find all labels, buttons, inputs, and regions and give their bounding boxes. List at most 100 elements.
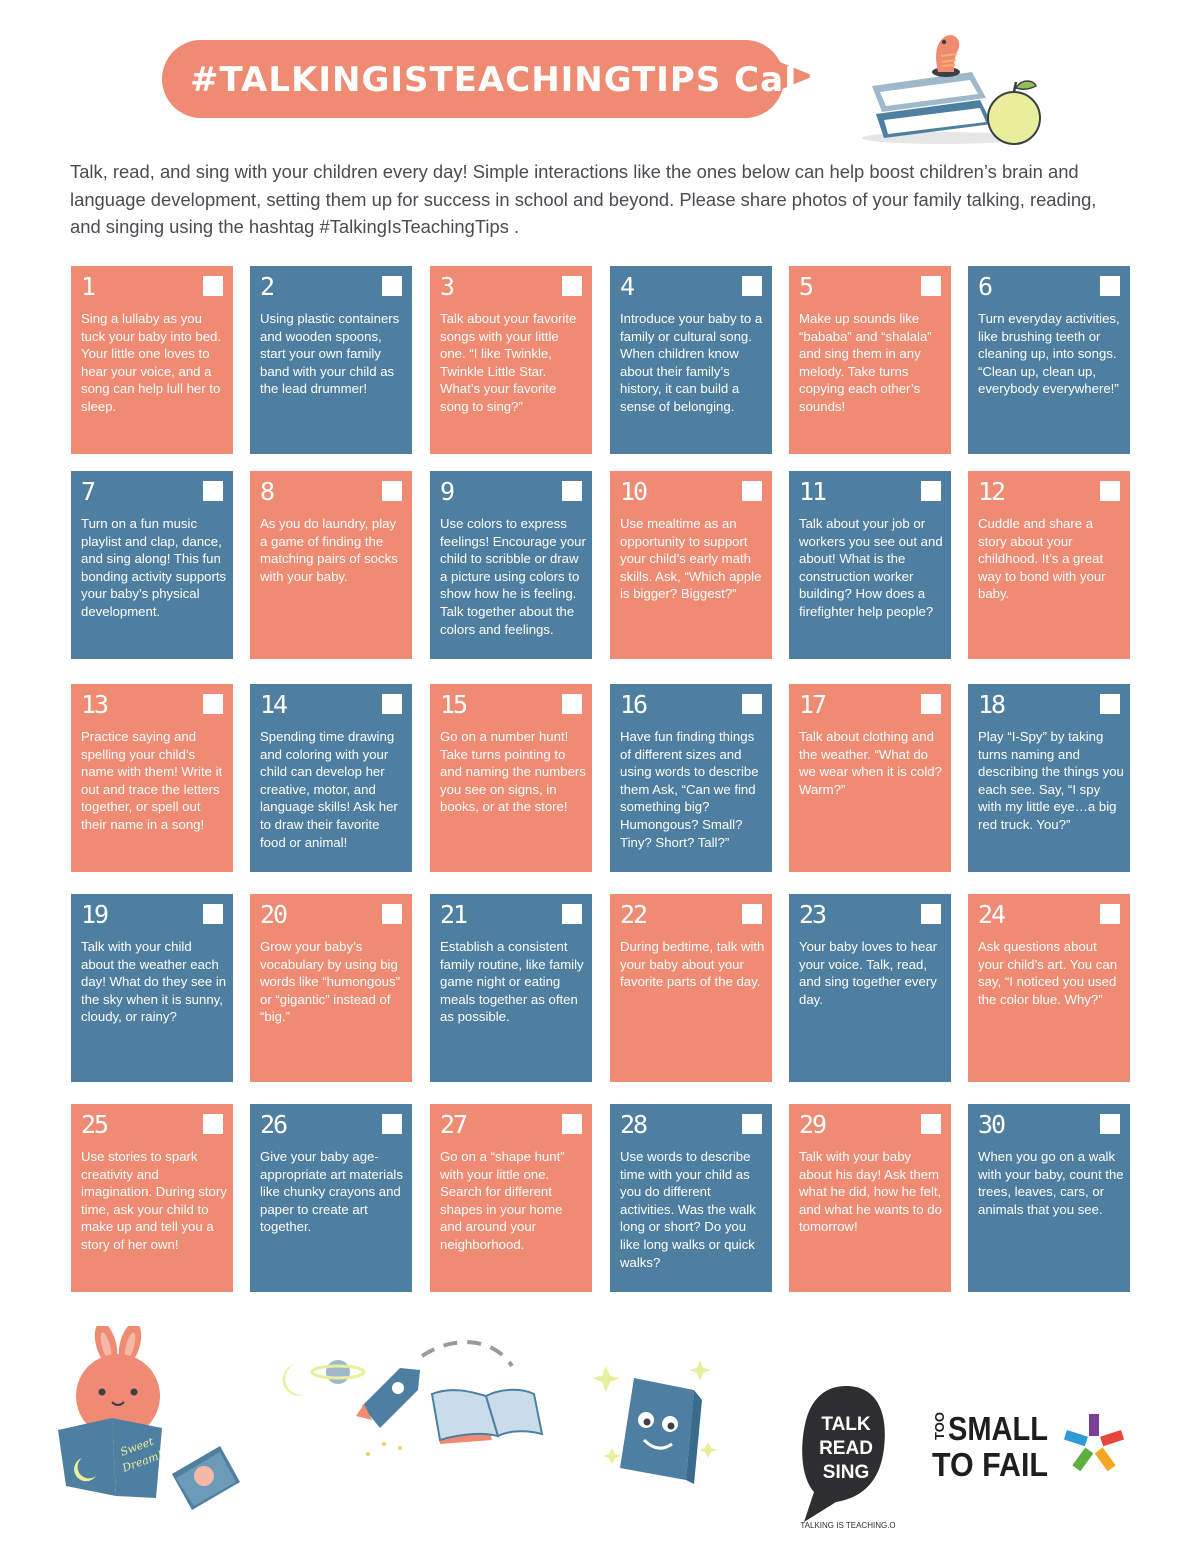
day-number: 18 [978, 690, 1006, 719]
day-card: 11 Talk about your job or workers you see… [789, 471, 951, 659]
logo-to-fail: TO FAIL [932, 1446, 1048, 1483]
day-card: 5 Make up sounds like “bababa” and “shala… [789, 266, 951, 454]
day-number: 6 [978, 272, 993, 301]
logo-read: READ [819, 1438, 873, 1459]
day-checkbox[interactable] [742, 276, 762, 296]
day-tip-text: Go on a number hunt! Take turns pointing… [440, 729, 586, 815]
day-number: 27 [440, 1110, 468, 1139]
day-number: 22 [620, 900, 648, 929]
day-checkbox[interactable] [562, 276, 582, 296]
day-checkbox[interactable] [382, 694, 402, 714]
bunny-reading-illustration: Sweet Dream! [58, 1326, 240, 1510]
day-tip-text: Use mealtime as an opportunity to suppor… [620, 516, 762, 602]
day-tip-text: During bedtime, talk with your baby abou… [620, 939, 765, 990]
day-checkbox[interactable] [742, 481, 762, 501]
day-checkbox[interactable] [562, 694, 582, 714]
day-tip-text: Give your baby age-appropriate art mater… [260, 1149, 403, 1235]
day-tip-text: Talk about clothing and the weather. “Wh… [799, 729, 942, 797]
day-card: 22 During bedtime, talk with your baby ab… [610, 894, 772, 1082]
day-tip-text: Go on a “shape hunt” with your little on… [440, 1149, 565, 1252]
day-checkbox[interactable] [921, 1114, 941, 1134]
day-checkbox[interactable] [203, 694, 223, 714]
day-card: 18 Play “I-Spy” by taking turns naming an… [968, 684, 1130, 872]
day-number: 11 [799, 477, 827, 506]
day-tip-text: Have fun finding things of different siz… [620, 729, 759, 850]
day-tip-text: Use words to describe time with your chi… [620, 1149, 756, 1270]
day-card: 9 Use colors to express feelings! Encoura… [430, 471, 592, 659]
day-number: 9 [440, 477, 455, 506]
day-number: 16 [620, 690, 648, 719]
day-tip-text: Turn on a fun music playlist and clap, d… [81, 516, 227, 619]
day-number: 25 [81, 1110, 109, 1139]
day-checkbox[interactable] [1100, 694, 1120, 714]
day-number: 12 [978, 477, 1006, 506]
day-checkbox[interactable] [921, 694, 941, 714]
day-checkbox[interactable] [562, 904, 582, 924]
day-card: 6 Turn everyday activities, like brushing… [968, 266, 1130, 454]
day-card: 4 Introduce your baby to a family or cult… [610, 266, 772, 454]
day-tip-text: Talk with your child about the weather e… [81, 939, 227, 1025]
day-number: 30 [978, 1110, 1006, 1139]
day-tip-text: Using plastic containers and wooden spoo… [260, 311, 400, 397]
day-tip-text: Sing a lullaby as you tuck your baby int… [81, 311, 222, 414]
day-number: 8 [260, 477, 275, 506]
day-number: 4 [620, 272, 635, 301]
day-tip-text: Use colors to express feelings! Encourag… [440, 516, 586, 637]
day-checkbox[interactable] [382, 904, 402, 924]
day-card: 24 Ask questions about your child’s art. … [968, 894, 1130, 1082]
day-tip-text: Ask questions about your child’s art. Yo… [978, 939, 1118, 1007]
day-tip-text: Introduce your baby to a family or cultu… [620, 311, 763, 414]
day-checkbox[interactable] [382, 1114, 402, 1134]
day-card: 10 Use mealtime as an opportunity to supp… [610, 471, 772, 659]
day-card: 19 Talk with your child about the weather… [71, 894, 233, 1082]
talk-read-sing-logo: TALK READ SING TALKING IS TEACHING.ORG [800, 1386, 896, 1530]
books-worm-apple-illustration [862, 35, 1041, 145]
day-card: 20 Grow your baby’s vocabulary by using b… [250, 894, 412, 1082]
day-checkbox[interactable] [203, 1114, 223, 1134]
day-tip-text: Talk about your favorite songs with your… [440, 311, 577, 414]
day-checkbox[interactable] [203, 481, 223, 501]
day-tip-text: Your baby loves to hear your voice. Talk… [799, 939, 938, 1007]
day-card: 16 Have fun finding things of different s… [610, 684, 772, 872]
day-tip-text: Talk about your job or workers you see o… [799, 516, 943, 619]
day-checkbox[interactable] [382, 276, 402, 296]
day-tip-text: Talk with your baby about his day! Ask t… [799, 1149, 942, 1235]
day-checkbox[interactable] [382, 481, 402, 501]
day-tip-text: Use stories to spark creativity and imag… [81, 1149, 227, 1252]
day-card: 27 Go on a “shape hunt” with your little … [430, 1104, 592, 1292]
day-checkbox[interactable] [1100, 904, 1120, 924]
title-banner-tail [770, 58, 814, 94]
day-number: 1 [81, 272, 96, 301]
day-card: 21 Establish a consistent family routine,… [430, 894, 592, 1082]
day-card: 7 Turn on a fun music playlist and clap, … [71, 471, 233, 659]
day-checkbox[interactable] [742, 904, 762, 924]
day-checkbox[interactable] [742, 694, 762, 714]
space-book-illustration [282, 1340, 544, 1456]
day-card: 23 Your baby loves to hear your voice. Ta… [789, 894, 951, 1082]
day-checkbox[interactable] [921, 481, 941, 501]
day-checkbox[interactable] [562, 481, 582, 501]
day-checkbox[interactable] [203, 904, 223, 924]
day-number: 19 [81, 900, 109, 929]
logo-tagline: TALKING IS TEACHING.ORG [800, 1521, 896, 1530]
day-card: 2 Using plastic containers and wooden spo… [250, 266, 412, 454]
day-card: 17 Talk about clothing and the weather. “… [789, 684, 951, 872]
day-tip-text: Cuddle and share a story about your chil… [978, 516, 1106, 602]
day-checkbox[interactable] [1100, 1114, 1120, 1134]
day-checkbox[interactable] [742, 1114, 762, 1134]
day-number: 13 [81, 690, 109, 719]
day-card: 13 Practice saying and spelling your chil… [71, 684, 233, 872]
day-checkbox[interactable] [1100, 276, 1120, 296]
day-checkbox[interactable] [562, 1114, 582, 1134]
day-card: 25 Use stories to spark creativity and im… [71, 1104, 233, 1292]
page-title: #TALKINGISTEACHINGTIPS CaLENdaR [190, 60, 937, 100]
day-checkbox[interactable] [921, 276, 941, 296]
day-checkbox[interactable] [921, 904, 941, 924]
day-checkbox[interactable] [203, 276, 223, 296]
day-card: 15 Go on a number hunt! Take turns pointi… [430, 684, 592, 872]
day-number: 14 [260, 690, 288, 719]
day-number: 24 [978, 900, 1006, 929]
day-tip-text: Grow your baby’s vocabulary by using big… [260, 939, 400, 1025]
day-checkbox[interactable] [1100, 481, 1120, 501]
